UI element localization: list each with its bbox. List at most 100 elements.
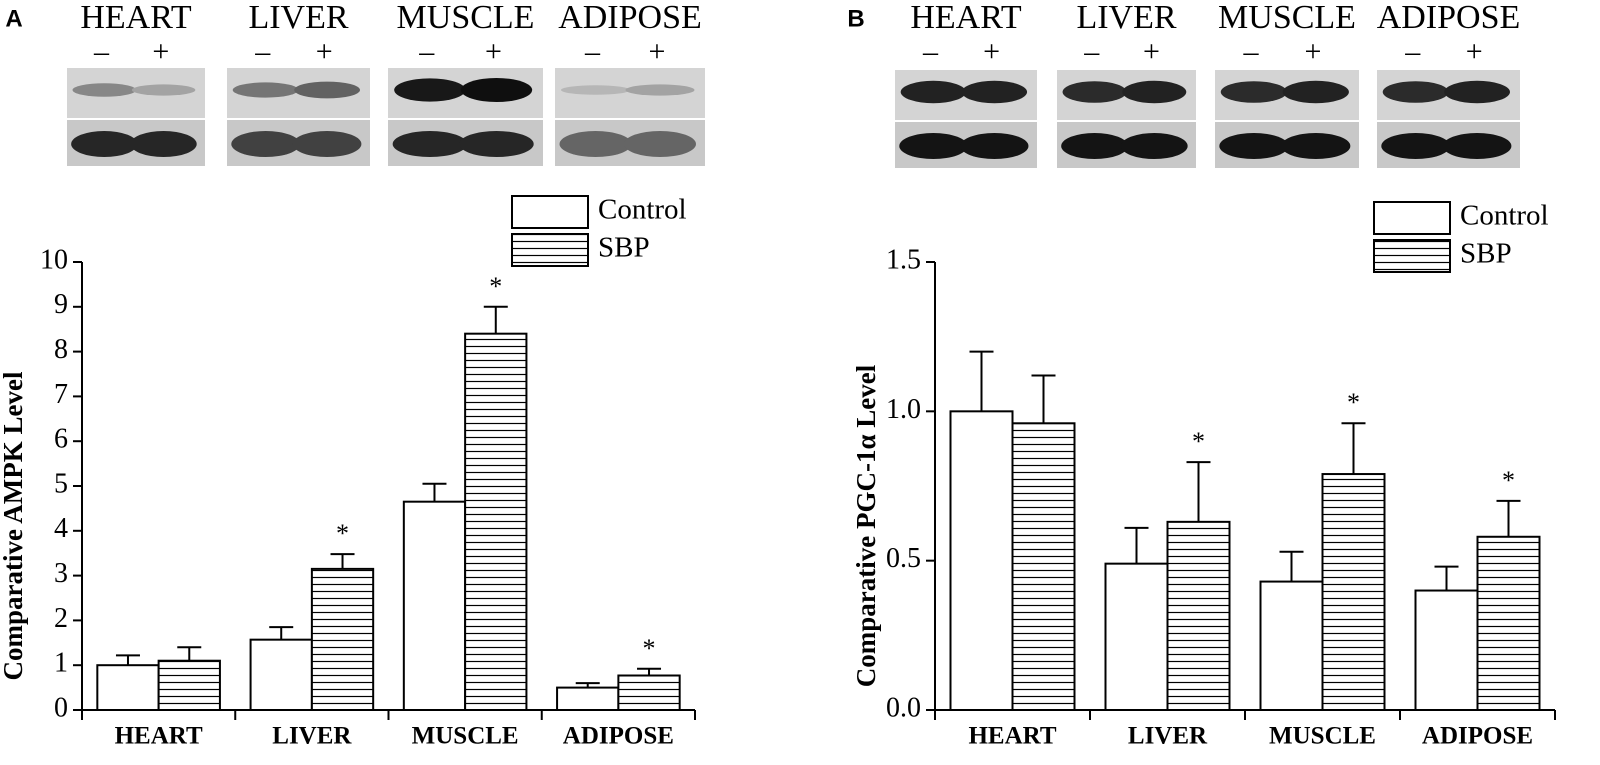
blot-band [294, 81, 360, 99]
blot-band [460, 78, 533, 102]
bar [1414, 589, 1479, 711]
legend-swatch [1373, 201, 1451, 235]
blot-band [1219, 133, 1289, 159]
significance-mark: * [643, 634, 656, 663]
x-tick-label: MUSCLE [1269, 723, 1376, 750]
blot-band [960, 133, 1029, 159]
significance-mark: * [1347, 388, 1360, 417]
blot-band [1062, 81, 1127, 103]
bar [96, 664, 160, 712]
y-tick-label: 1.5 [886, 244, 921, 275]
significance-mark: * [1502, 466, 1515, 495]
lane-sign: + [1466, 35, 1483, 68]
blot-label: LIVER [1076, 0, 1176, 36]
lane-sign: – [1404, 35, 1421, 68]
bar [1259, 580, 1324, 711]
blot-band [394, 78, 466, 102]
blot-label: ADIPOSE [558, 0, 702, 36]
legend-label: SBP [1460, 238, 1512, 270]
x-tick-label: MUSCLE [412, 723, 519, 750]
blot-band [1444, 80, 1510, 104]
x-tick-label: HEART [968, 723, 1056, 750]
blot-band [131, 84, 196, 96]
lane-sign: – [584, 35, 601, 68]
bar [556, 686, 620, 711]
lane-sign: – [1243, 35, 1260, 68]
y-tick-label: 0.5 [886, 543, 921, 574]
lane-sign: + [649, 35, 666, 68]
legend-swatch [511, 195, 589, 229]
lane-sign: + [1143, 35, 1160, 68]
bar [1321, 473, 1386, 712]
y-tick-label: 9 [54, 289, 68, 320]
significance-mark: * [336, 519, 349, 548]
blot-band [1220, 81, 1287, 103]
bar [1166, 520, 1231, 712]
lane-sign: – [254, 35, 271, 68]
blot-band [1120, 133, 1188, 159]
blot-band [130, 131, 197, 157]
x-tick-label: LIVER [1128, 723, 1208, 750]
y-tick-label: 3 [54, 558, 68, 589]
lane-sign: + [316, 35, 333, 68]
bar [157, 659, 221, 711]
blot-band [1061, 133, 1128, 159]
blot-band [561, 85, 630, 95]
blot-band [231, 131, 300, 157]
y-tick-label: 8 [54, 334, 68, 365]
y-tick-label: 0 [54, 692, 68, 723]
blot-label: MUSCLE [1218, 0, 1356, 36]
blot-band [1122, 80, 1187, 104]
legend-label: Control [1460, 200, 1549, 232]
lane-sign: + [983, 35, 1000, 68]
legend-label: Control [598, 194, 687, 226]
legend-swatch [1373, 239, 1451, 273]
blot-band [459, 131, 534, 157]
x-tick-label: LIVER [272, 723, 352, 750]
y-tick-label: 10 [40, 244, 68, 275]
blot-band [624, 131, 696, 157]
blot-band [625, 84, 695, 96]
blot-band [71, 131, 138, 157]
blot-band [961, 80, 1028, 104]
lane-sign: + [152, 35, 169, 68]
bar [464, 332, 528, 711]
bar [1104, 562, 1169, 711]
blot-band [1282, 80, 1349, 104]
x-tick-label: HEART [115, 723, 203, 750]
blot-band [899, 133, 968, 159]
lane-sign: – [418, 35, 435, 68]
y-axis-title: Comparative AMPK Level [0, 371, 28, 680]
lane-sign: + [1304, 35, 1321, 68]
significance-mark: * [1192, 427, 1205, 456]
blot-label: ADIPOSE [1377, 0, 1521, 36]
y-tick-label: 1.0 [886, 394, 921, 425]
panel-label: A [5, 5, 22, 32]
blot-band [900, 80, 967, 104]
bar [402, 500, 467, 711]
y-tick-label: 0.0 [886, 692, 921, 723]
y-tick-label: 4 [54, 513, 68, 544]
y-tick-label: 7 [54, 379, 68, 410]
y-tick-label: 1 [54, 648, 68, 679]
blot-band [72, 83, 136, 97]
blot-band [232, 82, 299, 98]
blot-label: LIVER [248, 0, 348, 36]
significance-mark: * [489, 272, 502, 301]
legend-swatch [511, 233, 589, 267]
panel-label: B [847, 5, 864, 32]
bar [310, 567, 375, 711]
blot-band [1381, 133, 1450, 159]
y-tick-label: 6 [54, 424, 68, 455]
legend-label: SBP [598, 232, 650, 264]
blot-band [559, 131, 632, 157]
y-tick-label: 5 [54, 468, 68, 499]
y-tick-label: 2 [54, 603, 68, 634]
y-axis-title: Comparative PGC-1α Level [851, 364, 881, 687]
x-tick-label: ADIPOSE [563, 723, 674, 750]
blot-band [1382, 81, 1449, 103]
x-tick-label: ADIPOSE [1422, 723, 1533, 750]
bar [1476, 535, 1541, 711]
